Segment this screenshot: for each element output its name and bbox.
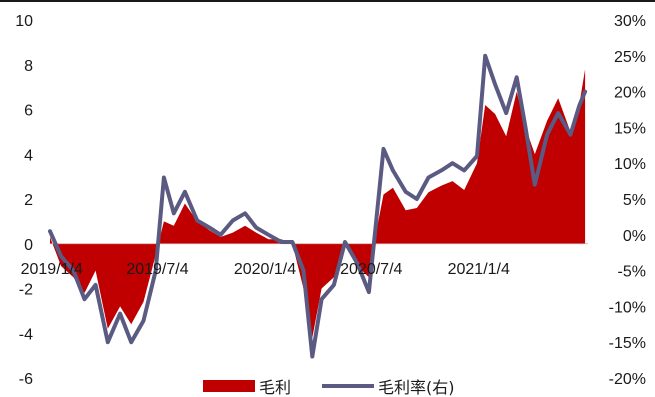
legend-label-area: 毛利 [259, 378, 291, 397]
x-tick-label: 2021/1/4 [448, 261, 510, 278]
left-tick-label: 2 [24, 192, 33, 209]
right-tick-label: -10% [609, 299, 646, 316]
right-tick-label: 5% [623, 192, 646, 209]
left-tick-label: -6 [19, 371, 33, 388]
legend-label-line: 毛利率(右) [378, 378, 455, 397]
right-tick-label: 15% [614, 120, 646, 137]
left-tick-label: 10 [15, 13, 33, 30]
right-tick-label: -15% [609, 335, 646, 352]
left-axis: 10 8 6 4 2 0 -2 -4 -6 [15, 13, 33, 388]
right-tick-label: 30% [614, 13, 646, 30]
left-tick-label: 0 [24, 237, 33, 254]
area-layer [50, 69, 588, 338]
left-tick-label: -4 [19, 326, 33, 343]
left-tick-label: 6 [24, 103, 33, 120]
top-border [0, 0, 655, 2]
x-axis: 2019/1/4 2019/7/4 2020/1/4 2020/7/4 2021/1/4 [21, 261, 510, 278]
right-tick-label: 0% [623, 228, 646, 245]
left-tick-label: -2 [19, 282, 33, 299]
x-tick-label: 2019/1/4 [21, 261, 83, 278]
right-tick-label: 25% [614, 49, 646, 66]
legend: 毛利 毛利率(右) [203, 378, 455, 397]
right-tick-label: 10% [614, 156, 646, 173]
right-tick-label: -20% [609, 371, 646, 388]
legend-swatch-area [203, 380, 255, 392]
x-tick-label: 2020/1/4 [234, 261, 296, 278]
x-tick-label: 2019/7/4 [126, 261, 188, 278]
right-tick-label: -5% [618, 264, 646, 281]
gross-profit-area [50, 69, 586, 338]
gross-margin-line [48, 53, 588, 359]
x-tick-label: 2020/7/4 [340, 261, 402, 278]
line-layer [48, 53, 588, 359]
left-tick-label: 8 [24, 58, 33, 75]
right-tick-label: 20% [614, 85, 646, 102]
left-tick-label: 4 [24, 147, 33, 164]
right-axis: 30% 25% 20% 15% 10% 5% 0% -5% -10% -15% -20% [609, 13, 646, 388]
